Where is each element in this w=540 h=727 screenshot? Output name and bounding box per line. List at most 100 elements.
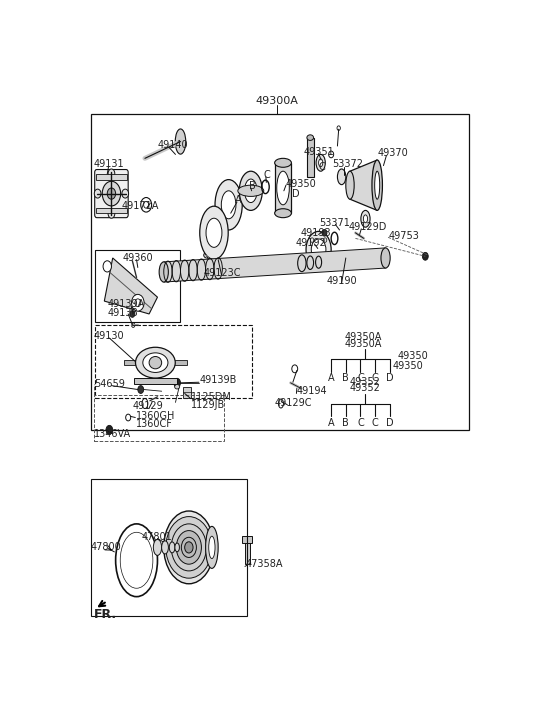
- Text: 49350: 49350: [286, 179, 316, 188]
- Ellipse shape: [206, 526, 218, 569]
- Text: C: C: [319, 161, 325, 172]
- Text: 53371: 53371: [319, 217, 350, 228]
- Polygon shape: [164, 248, 386, 282]
- Circle shape: [174, 378, 180, 387]
- Circle shape: [322, 230, 327, 236]
- Ellipse shape: [363, 215, 368, 222]
- Ellipse shape: [245, 179, 257, 203]
- Text: 47801: 47801: [142, 531, 173, 542]
- Circle shape: [107, 188, 116, 199]
- Ellipse shape: [166, 517, 212, 578]
- Text: 49753: 49753: [389, 230, 420, 241]
- Ellipse shape: [215, 180, 242, 230]
- Circle shape: [94, 189, 101, 198]
- Text: 49300A: 49300A: [255, 96, 298, 106]
- Text: 49351: 49351: [304, 147, 335, 156]
- Text: A: A: [328, 374, 334, 383]
- Ellipse shape: [316, 154, 325, 171]
- Text: 49140: 49140: [158, 140, 188, 150]
- Text: 1360GH: 1360GH: [136, 411, 175, 421]
- Text: D: D: [386, 374, 394, 383]
- Ellipse shape: [209, 537, 215, 558]
- Bar: [94, 325, 252, 398]
- Text: 54659: 54659: [94, 379, 125, 389]
- Text: 49350A: 49350A: [345, 332, 382, 342]
- Text: 47800: 47800: [91, 542, 122, 553]
- Ellipse shape: [311, 239, 326, 260]
- Text: D: D: [386, 418, 394, 428]
- Text: 49129: 49129: [132, 401, 163, 411]
- Text: C: C: [357, 418, 364, 428]
- Bar: [96, 174, 127, 180]
- Text: 49350A: 49350A: [345, 339, 382, 349]
- Text: 49192: 49192: [296, 238, 327, 248]
- Circle shape: [103, 261, 111, 272]
- Text: 49171A: 49171A: [121, 201, 158, 211]
- Text: 49129C: 49129C: [275, 398, 312, 408]
- Text: 49138: 49138: [107, 308, 138, 318]
- Circle shape: [122, 189, 129, 198]
- Ellipse shape: [176, 531, 201, 564]
- Text: FR.: FR.: [94, 608, 117, 621]
- Ellipse shape: [361, 210, 370, 228]
- Ellipse shape: [306, 231, 331, 268]
- Ellipse shape: [200, 206, 228, 260]
- Ellipse shape: [221, 190, 236, 219]
- Text: 49350: 49350: [392, 361, 423, 371]
- Ellipse shape: [239, 171, 262, 210]
- Ellipse shape: [181, 537, 197, 558]
- Circle shape: [130, 310, 135, 317]
- Ellipse shape: [277, 172, 289, 205]
- Ellipse shape: [204, 252, 210, 258]
- Text: 49360: 49360: [123, 253, 153, 263]
- Text: C: C: [357, 374, 364, 383]
- Text: 53372: 53372: [332, 159, 363, 169]
- Ellipse shape: [375, 172, 380, 199]
- Ellipse shape: [149, 356, 161, 369]
- Ellipse shape: [275, 158, 292, 167]
- Text: 49139A: 49139A: [107, 300, 145, 310]
- Text: 49370: 49370: [378, 148, 409, 158]
- Ellipse shape: [319, 159, 323, 166]
- Text: 49129D: 49129D: [349, 222, 387, 232]
- Bar: [275, 163, 292, 213]
- Ellipse shape: [170, 542, 175, 553]
- Ellipse shape: [164, 511, 214, 584]
- Text: 49123C: 49123C: [204, 268, 241, 278]
- Bar: [133, 378, 177, 384]
- Bar: [96, 208, 127, 213]
- Text: B: B: [342, 418, 349, 428]
- Ellipse shape: [143, 353, 168, 372]
- Bar: [94, 249, 180, 322]
- Text: 49352: 49352: [350, 383, 381, 393]
- Ellipse shape: [185, 542, 193, 553]
- Text: 1360CF: 1360CF: [136, 419, 173, 429]
- Ellipse shape: [174, 385, 180, 389]
- Circle shape: [108, 169, 115, 178]
- Text: 1129JB: 1129JB: [191, 400, 225, 410]
- Circle shape: [132, 294, 144, 311]
- Text: 49131: 49131: [94, 159, 125, 169]
- Ellipse shape: [161, 541, 168, 554]
- Text: C: C: [264, 170, 271, 180]
- Circle shape: [102, 181, 120, 206]
- Text: 49190: 49190: [326, 276, 357, 286]
- Text: C: C: [372, 418, 379, 428]
- Polygon shape: [104, 258, 158, 314]
- Bar: [242, 537, 253, 543]
- Circle shape: [108, 209, 115, 218]
- Text: C: C: [372, 374, 379, 383]
- Bar: [245, 541, 249, 564]
- Text: B: B: [249, 181, 255, 191]
- Bar: [307, 137, 314, 177]
- Ellipse shape: [307, 134, 314, 140]
- Text: 49350: 49350: [397, 351, 428, 361]
- Ellipse shape: [206, 218, 222, 247]
- Ellipse shape: [372, 160, 382, 210]
- Ellipse shape: [338, 169, 346, 185]
- Text: A: A: [235, 196, 241, 205]
- Text: 47358A: 47358A: [245, 559, 283, 569]
- Text: B: B: [342, 374, 349, 383]
- Circle shape: [106, 425, 113, 434]
- Text: 1346VA: 1346VA: [94, 430, 131, 439]
